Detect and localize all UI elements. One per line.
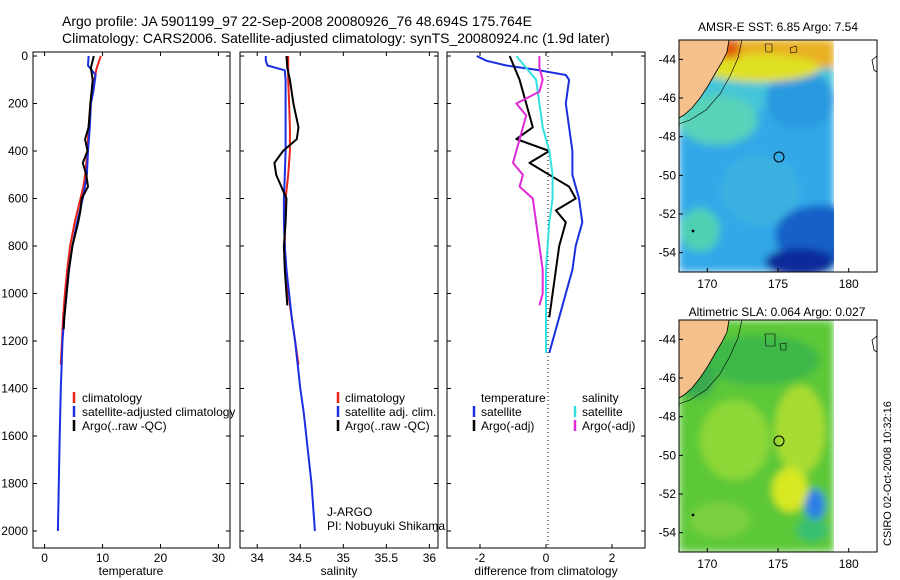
x-tick-label: 34.5 xyxy=(289,551,313,565)
difference-x-ticks: -2 0 2 xyxy=(475,52,616,565)
sst-map-title: AMSR-E SST: 6.85 Argo: 7.54 xyxy=(698,20,858,34)
series-line-salinity-satellite xyxy=(515,55,554,353)
series-line-temperature-argo-adj- xyxy=(508,55,577,318)
series-line-salinity-argo-adj- xyxy=(512,56,544,306)
float-location-marker xyxy=(773,435,785,447)
salinity-x-ticks: 34 34.5 35 35.5 36 xyxy=(251,52,437,565)
depth-tick-label: 800 xyxy=(8,239,28,253)
map-lat-label: -50 xyxy=(659,448,677,462)
map-lat-label: -44 xyxy=(659,52,677,66)
legend-label-sal-argo: Argo(-adj) xyxy=(582,419,635,433)
temperature-axis-label: temperature xyxy=(99,564,164,578)
x-tick-label: 34 xyxy=(251,551,265,565)
depth-tick-label: 1400 xyxy=(1,382,28,396)
x-tick-label: 0 xyxy=(543,551,550,565)
temperature-series xyxy=(56,55,102,532)
depth-tick-label: 600 xyxy=(8,192,28,206)
csiro-timestamp: CSIRO 02-Oct-2008 10:32:16 xyxy=(882,401,894,546)
series-line-argo-raw-qc- xyxy=(273,55,300,306)
x-tick-label: 10 xyxy=(96,551,110,565)
figure-title-line1: Argo profile: JA 5901199_97 22-Sep-2008 … xyxy=(62,13,532,29)
x-tick-label: 2 xyxy=(609,551,616,565)
x-tick-label: -2 xyxy=(475,551,486,565)
series-line-satellite-adjusted-climatology xyxy=(56,55,97,532)
salinity-axis-label: salinity xyxy=(321,564,358,578)
temperature-legend: climatology satellite-adjusted climatolo… xyxy=(72,391,235,433)
sst-map xyxy=(679,40,877,272)
map-lat-label: -48 xyxy=(659,130,677,144)
depth-tick-label: 1800 xyxy=(1,477,28,491)
map-lon-label: 175 xyxy=(768,277,788,291)
map-lat-label: -54 xyxy=(659,246,677,260)
depth-tick-label: 200 xyxy=(8,97,28,111)
series-line-argo-raw-qc- xyxy=(62,55,95,330)
temperature-x-ticks: 0 10 20 30 xyxy=(41,52,225,565)
annotation-jargo: J-ARGO xyxy=(327,505,372,519)
depth-tick-label: 400 xyxy=(8,144,28,158)
salinity-series xyxy=(264,55,316,532)
legend-label-climatology: climatology xyxy=(82,391,142,405)
legend-label-satellite: satellite-adjusted climatology xyxy=(82,405,235,419)
map-lat-label: -46 xyxy=(659,91,677,105)
map-lat-label: -52 xyxy=(659,207,677,221)
sla-map-ticks: 170 175 180 -44 -46 -48 -50 -52 -54 xyxy=(659,332,859,571)
map-lat-label: -46 xyxy=(659,371,677,385)
legend-label-climatology: climatology xyxy=(345,391,405,405)
sla-map xyxy=(679,320,877,552)
map-lon-label: 170 xyxy=(697,557,717,571)
land-mass xyxy=(679,320,730,399)
x-tick-label: 36 xyxy=(423,551,437,565)
map-lon-label: 180 xyxy=(839,557,859,571)
depth-tick-label: 2000 xyxy=(1,524,28,538)
x-tick-label: 35 xyxy=(337,551,351,565)
depth-tick-label: 0 xyxy=(21,49,28,63)
temperature-panel-frame xyxy=(32,51,231,549)
map-lat-label: -54 xyxy=(659,526,677,540)
legend-label-temp-satellite: satellite xyxy=(481,405,522,419)
map-lat-label: -44 xyxy=(659,332,677,346)
float-location-marker xyxy=(773,151,785,163)
map-lat-label: -52 xyxy=(659,487,677,501)
depth-tick-marks xyxy=(33,55,645,532)
depth-tick-label: 1000 xyxy=(1,287,28,301)
annotation-pi: PI: Nobuyuki Shikama xyxy=(327,519,445,533)
salinity-panel-frame xyxy=(239,51,439,549)
legend-label-argo: Argo(..raw -QC) xyxy=(82,419,167,433)
difference-axis-label: difference from climatology xyxy=(474,564,617,578)
map-lon-label: 170 xyxy=(697,277,717,291)
legend-label-sal-satellite: satellite xyxy=(582,405,623,419)
x-tick-label: 0 xyxy=(41,551,48,565)
depth-tick-label: 1600 xyxy=(1,429,28,443)
sst-map-ticks: 170 175 180 -44 -46 -48 -50 -52 -54 xyxy=(659,52,859,291)
legend-heading-temperature: temperature xyxy=(481,391,546,405)
depth-tick-label: 1200 xyxy=(1,334,28,348)
x-tick-label: 20 xyxy=(154,551,168,565)
salinity-legend: climatology satellite adj. clim. Argo(..… xyxy=(327,391,445,533)
map-lon-label: 180 xyxy=(839,277,859,291)
x-tick-label: 35.5 xyxy=(375,551,399,565)
sla-map-title: Altimetric SLA: 0.064 Argo: 0.027 xyxy=(689,305,866,319)
map-lat-label: -50 xyxy=(659,168,677,182)
difference-series xyxy=(476,55,584,354)
difference-legend: temperature satellite Argo(-adj) salinit… xyxy=(472,391,635,433)
land-mass xyxy=(679,40,730,119)
legend-label-argo: Argo(..raw -QC) xyxy=(345,419,430,433)
legend-heading-salinity: salinity xyxy=(582,391,619,405)
series-line-satellite-adj-clim- xyxy=(264,56,316,532)
map-lon-label: 175 xyxy=(768,557,788,571)
legend-label-satellite: satellite adj. clim. xyxy=(345,405,436,419)
depth-tick-labels: 0 200 400 600 800 1000 1200 1400 1600 1800 2000 xyxy=(1,49,28,538)
figure-title-line2: Climatology: CARS2006. Satellite-adjuste… xyxy=(62,30,610,46)
series-line-temperature-satellite xyxy=(476,55,584,354)
legend-label-temp-argo: Argo(-adj) xyxy=(481,419,534,433)
x-tick-label: 30 xyxy=(212,551,226,565)
map-lat-label: -48 xyxy=(659,410,677,424)
